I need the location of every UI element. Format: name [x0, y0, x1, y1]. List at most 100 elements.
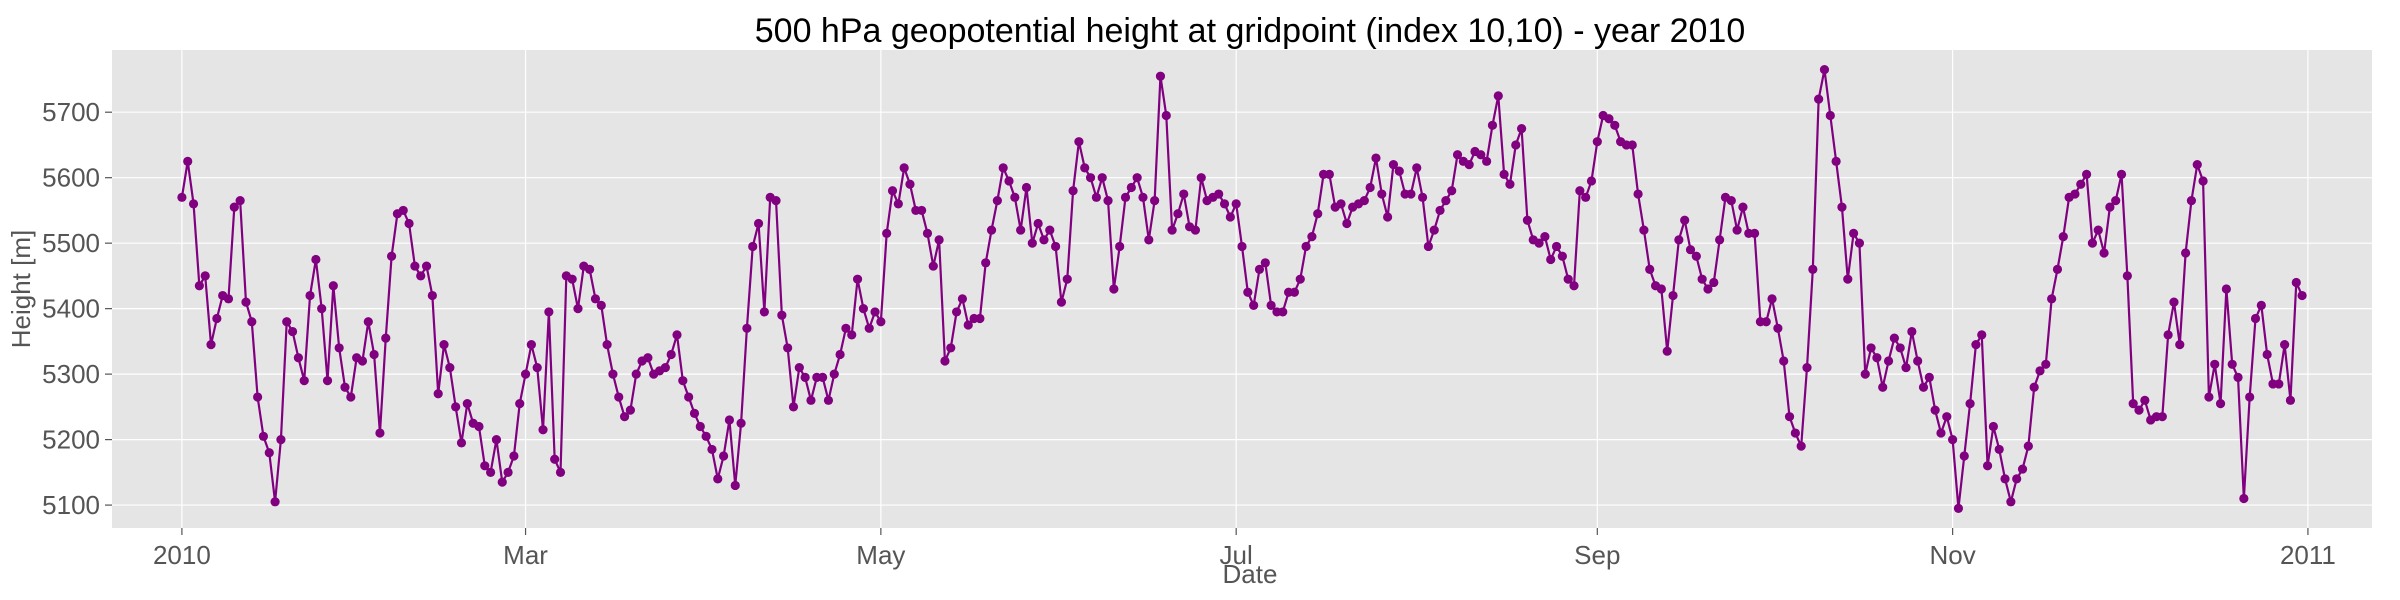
data-point [2076, 179, 2086, 189]
data-point [2006, 497, 2016, 507]
data-point [794, 362, 804, 373]
data-point [2198, 176, 2208, 186]
data-point [1913, 356, 1923, 366]
data-point [684, 392, 694, 402]
x-tick-label: Nov [1929, 540, 1975, 570]
data-point [1301, 241, 1311, 252]
data-point [1825, 110, 1835, 121]
data-point [1965, 398, 1975, 409]
data-point [1534, 238, 1544, 248]
data-point [503, 467, 513, 477]
data-point [1761, 317, 1771, 327]
data-point [870, 307, 880, 317]
data-point [1505, 179, 1515, 189]
data-point [858, 304, 868, 314]
data-point [957, 294, 968, 304]
data-point [922, 228, 933, 238]
data-point [1027, 238, 1037, 248]
data-point [788, 402, 799, 412]
data-point [1377, 189, 1387, 199]
y-tick-label: 5700 [42, 97, 100, 127]
data-point [1942, 412, 1952, 422]
data-point [1703, 284, 1713, 294]
axis-ticks: 5100 5200 5300 5400 5500 5600 5700 2010 Mar May Ju… [42, 97, 2336, 570]
data-point [2227, 359, 2237, 369]
data-point [381, 333, 391, 343]
data-point [1627, 140, 1637, 150]
data-point [596, 300, 606, 310]
data-point [818, 372, 828, 382]
data-point [998, 163, 1008, 173]
data-point [1645, 264, 1655, 274]
data-point [882, 228, 892, 238]
data-point [416, 271, 426, 281]
data-point [1802, 362, 1812, 373]
data-point [2122, 271, 2132, 281]
data-point [917, 205, 927, 216]
data-point [986, 225, 997, 235]
data-point [748, 241, 758, 252]
data-point [1604, 114, 1614, 124]
data-point [1656, 284, 1666, 294]
data-point [2210, 359, 2220, 369]
data-point [1167, 225, 1177, 235]
data-point [1231, 199, 1241, 209]
data-point [2262, 349, 2272, 360]
data-point [1173, 209, 1183, 219]
data-point [1161, 110, 1171, 121]
data-point [1569, 281, 1579, 291]
data-point [427, 290, 437, 301]
data-point [1097, 173, 1107, 183]
data-point [1586, 176, 1597, 186]
data-point [713, 474, 723, 484]
data-point [1668, 290, 1678, 301]
data-point [1190, 225, 1200, 235]
data-point [369, 349, 379, 360]
data-point [2245, 392, 2255, 402]
data-point [486, 467, 496, 477]
data-point [1674, 235, 1684, 245]
data-point [1814, 94, 1824, 104]
data-point [1429, 225, 1439, 235]
data-point [1883, 356, 1894, 366]
data-point [247, 317, 257, 327]
data-point [1982, 461, 1993, 471]
data-point [1685, 245, 1696, 255]
data-point [526, 340, 536, 350]
data-point [340, 382, 350, 392]
data-point [1313, 209, 1323, 219]
data-point [1715, 235, 1725, 245]
data-point [707, 444, 717, 455]
data-point [689, 408, 700, 419]
data-point [1371, 153, 1381, 163]
data-point [1336, 199, 1346, 209]
data-point [253, 392, 263, 402]
data-point [759, 307, 769, 317]
data-point [509, 451, 519, 461]
data-point [544, 307, 554, 317]
data-point [1819, 65, 1830, 75]
data-point [2280, 340, 2290, 350]
data-point [1214, 189, 1224, 199]
data-point [1016, 225, 1026, 235]
data-point [2175, 340, 2185, 350]
data-point [555, 467, 566, 477]
data-point [625, 405, 636, 415]
data-point [1179, 189, 1189, 199]
data-point [2140, 395, 2150, 405]
x-tick-label: May [856, 540, 905, 570]
chart-title: 500 hPa geopotential height at gridpoint… [755, 12, 1745, 50]
data-point [317, 304, 327, 314]
data-point [672, 330, 682, 340]
data-point [1324, 169, 1334, 180]
data-point [1225, 212, 1235, 222]
data-point [334, 343, 344, 353]
data-point [975, 313, 985, 324]
data-point [899, 163, 909, 173]
data-point [1948, 435, 1958, 445]
data-point [445, 362, 455, 373]
data-point [1342, 218, 1352, 229]
data-point [567, 274, 577, 284]
data-point [194, 281, 204, 291]
